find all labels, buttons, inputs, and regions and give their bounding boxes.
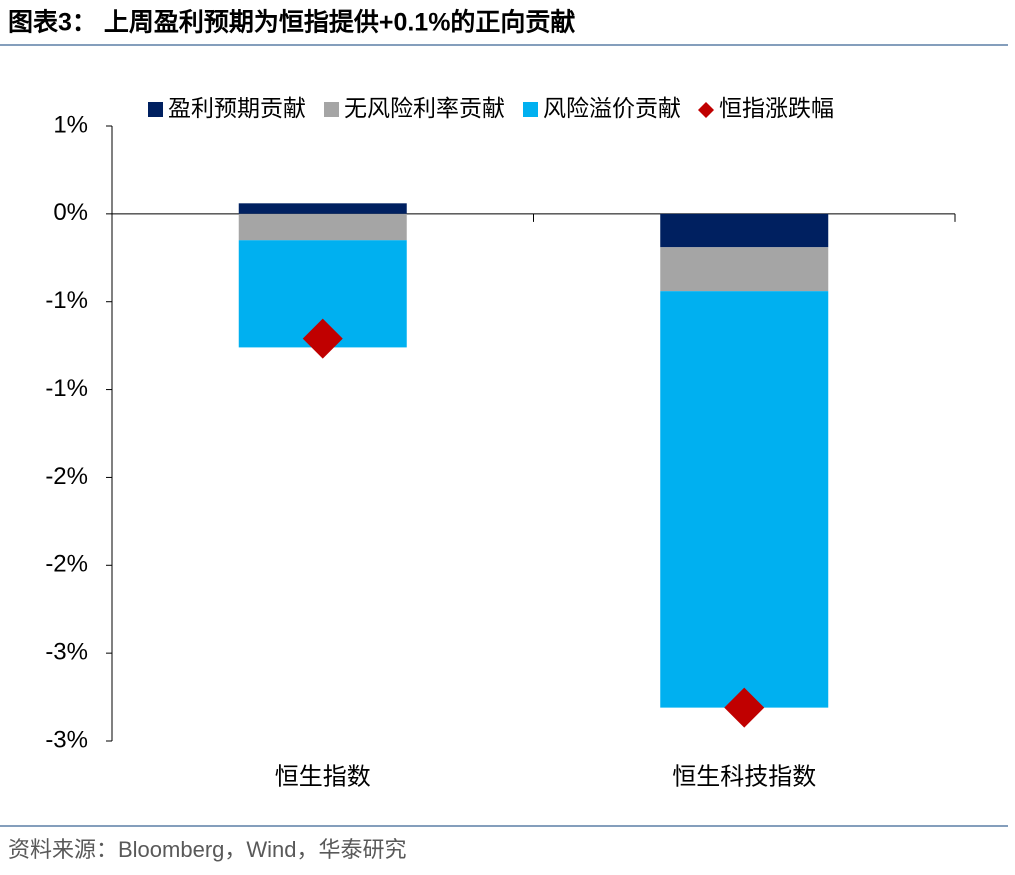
y-tick-label: -2%	[45, 463, 88, 490]
y-tick-label: 1%	[53, 111, 88, 138]
legend-swatch	[148, 102, 163, 117]
bar-segment	[660, 213, 829, 248]
chart-title: 图表3： 上周盈利预期为恒指提供+0.1%的正向贡献	[8, 8, 575, 37]
y-tick-label: 0%	[53, 199, 88, 226]
legend-label: 风险溢价贡献	[543, 95, 681, 121]
y-tick-label: -3%	[45, 638, 88, 665]
legend-label: 无风险利率贡献	[344, 95, 505, 121]
y-tick-label: -1%	[45, 375, 88, 402]
legend-label: 恒指涨跌幅	[719, 95, 834, 121]
x-tick-label: 恒生指数	[275, 763, 371, 790]
x-tick-label: 恒生科技指数	[672, 763, 816, 790]
bar-segment	[660, 247, 829, 292]
bar-segment	[238, 213, 407, 241]
legend-label: 盈利预期贡献	[168, 95, 306, 121]
legend-marker	[698, 102, 714, 118]
y-tick-label: -2%	[45, 551, 88, 578]
diamond-marker	[724, 687, 765, 728]
legend-swatch	[324, 102, 339, 117]
diamond-marker	[302, 318, 343, 359]
source: 资料来源：Bloomberg，Wind，华泰研究	[8, 837, 407, 862]
bar-segment	[660, 291, 829, 708]
y-tick-label: -1%	[45, 287, 88, 314]
y-tick-label: -3%	[45, 726, 88, 753]
bar-segment	[238, 203, 407, 214]
legend-swatch	[523, 102, 538, 117]
